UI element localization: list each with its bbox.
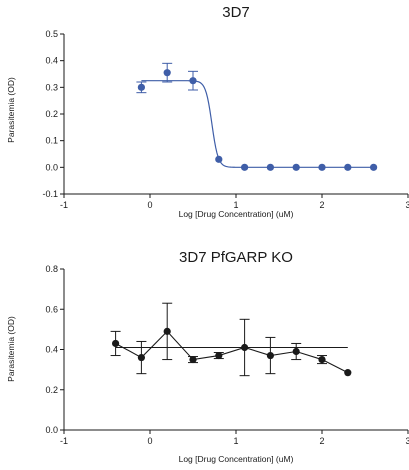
- data-point: [292, 347, 300, 356]
- y-tick-label: 0.1: [45, 136, 58, 146]
- data-point: [318, 355, 326, 364]
- data-point: [370, 163, 378, 171]
- y-tick-label: -0.1: [42, 189, 58, 199]
- axes: 0.0 0.2 0.4 0.6 0.8 -1 0 1 2 3: [45, 264, 409, 446]
- x-tick-label: 2: [319, 436, 324, 446]
- x-tick-label: 0: [147, 436, 152, 446]
- data-point: [189, 355, 197, 364]
- data-point: [163, 69, 171, 77]
- x-tick-label: 3: [405, 436, 409, 446]
- data-point: [344, 163, 352, 171]
- data-point: [266, 163, 274, 171]
- series-line: [115, 330, 349, 374]
- y-tick-label: 0.8: [45, 264, 58, 274]
- fit-curve-path: [141, 80, 374, 168]
- x-tick-label: 1: [233, 200, 238, 210]
- y-tick-label: 0.4: [45, 56, 58, 66]
- data-points: [136, 62, 378, 171]
- axes: -0.1 0.0 0.1 0.2 0.3 0.4 0.5 -1 0 1 2 3: [42, 29, 409, 210]
- data-points: [110, 302, 352, 377]
- y-tick-label: 0.4: [45, 345, 58, 355]
- x-tick-label: -1: [60, 200, 68, 210]
- data-point: [163, 327, 171, 335]
- x-axis-label: Log [Drug Concentration] (uM): [179, 209, 294, 219]
- y-tick-label: 0.2: [45, 385, 58, 395]
- data-point: [241, 163, 249, 171]
- y-tick-label: 0.3: [45, 82, 58, 92]
- data-point: [292, 163, 300, 171]
- chart-title: 3D7: [222, 4, 250, 21]
- y-tick-label: 0.2: [45, 109, 58, 119]
- y-tick-label: 0.0: [45, 425, 58, 435]
- data-point: [112, 339, 120, 348]
- x-tick-label: 1: [233, 436, 238, 446]
- fit-curve: [141, 80, 374, 168]
- data-point: [189, 77, 197, 85]
- x-tick-label: 0: [147, 200, 152, 210]
- data-point: [344, 369, 352, 377]
- y-tick-label: 0.5: [45, 29, 58, 39]
- y-tick-label: 0.0: [45, 162, 58, 172]
- data-point: [318, 163, 326, 171]
- chart-3d7: 3D7 Parasitemia (OD) Log [Drug Concentra…: [6, 4, 409, 219]
- data-point: [215, 155, 223, 163]
- x-tick-label: -1: [60, 436, 68, 446]
- data-point: [137, 353, 145, 362]
- y-axis-label: Parasitemia (OD): [6, 316, 16, 382]
- data-point: [137, 83, 145, 91]
- data-point: [266, 351, 274, 360]
- y-tick-label: 0.6: [45, 304, 58, 314]
- chart-title: 3D7 PfGARP KO: [179, 249, 293, 266]
- x-axis-label: Log [Drug Concentration] (uM): [179, 454, 294, 464]
- x-tick-label: 3: [405, 200, 409, 210]
- y-axis-label: Parasitemia (OD): [6, 77, 16, 143]
- data-point: [241, 343, 249, 352]
- chart-3d7-pfgarp-ko: 3D7 PfGARP KO Parasitemia (OD) Log [Drug…: [6, 249, 409, 464]
- fit-line: [115, 330, 349, 374]
- x-tick-label: 2: [319, 200, 324, 210]
- data-point: [215, 351, 223, 360]
